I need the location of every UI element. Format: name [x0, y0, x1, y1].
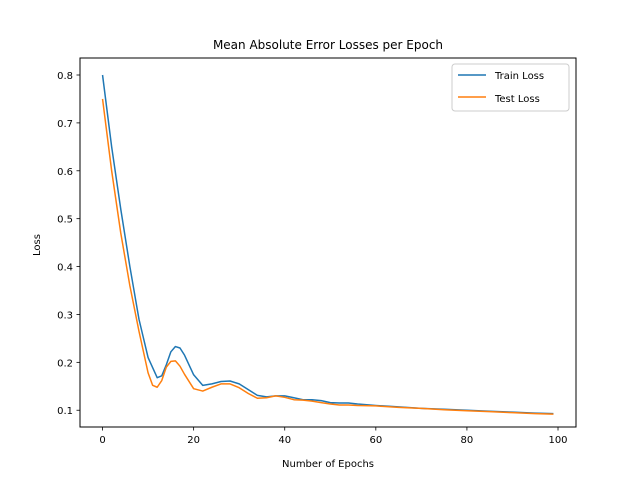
x-tick-label: 60 [369, 435, 382, 446]
y-tick-label: 0.4 [57, 263, 73, 274]
y-tick-label: 0.8 [57, 71, 73, 82]
x-tick-label: 20 [187, 435, 200, 446]
y-tick-label: 0.5 [57, 215, 73, 226]
y-tick-label: 0.3 [57, 310, 73, 321]
axes: 0 20 40 60 80 100 0.1 0.2 0.3 0.4 0.5 0.6 0.7 0.8 [57, 57, 577, 446]
x-tick-label: 100 [548, 435, 567, 446]
plot-area [101, 74, 554, 415]
chart-title: Mean Absolute Error Losses per Epoch [213, 38, 443, 52]
y-tick-label: 0.2 [57, 358, 73, 369]
y-axis-label: Loss [32, 234, 43, 256]
x-tick-label: 80 [461, 435, 474, 446]
x-tick-label: 0 [99, 435, 105, 446]
y-tick-label: 0.1 [57, 406, 73, 417]
x-axis-label: Number of Epochs [282, 459, 374, 470]
legend: Train Loss Test Loss [451, 63, 570, 112]
legend-label-test: Test Loss [494, 94, 540, 105]
legend-label-train: Train Loss [494, 71, 544, 82]
axes-frame [79, 57, 577, 428]
y-tick-label: 0.7 [57, 119, 73, 130]
series-line-test-loss [101, 98, 554, 415]
x-tick-label: 40 [278, 435, 291, 446]
y-tick-label: 0.6 [57, 167, 73, 178]
